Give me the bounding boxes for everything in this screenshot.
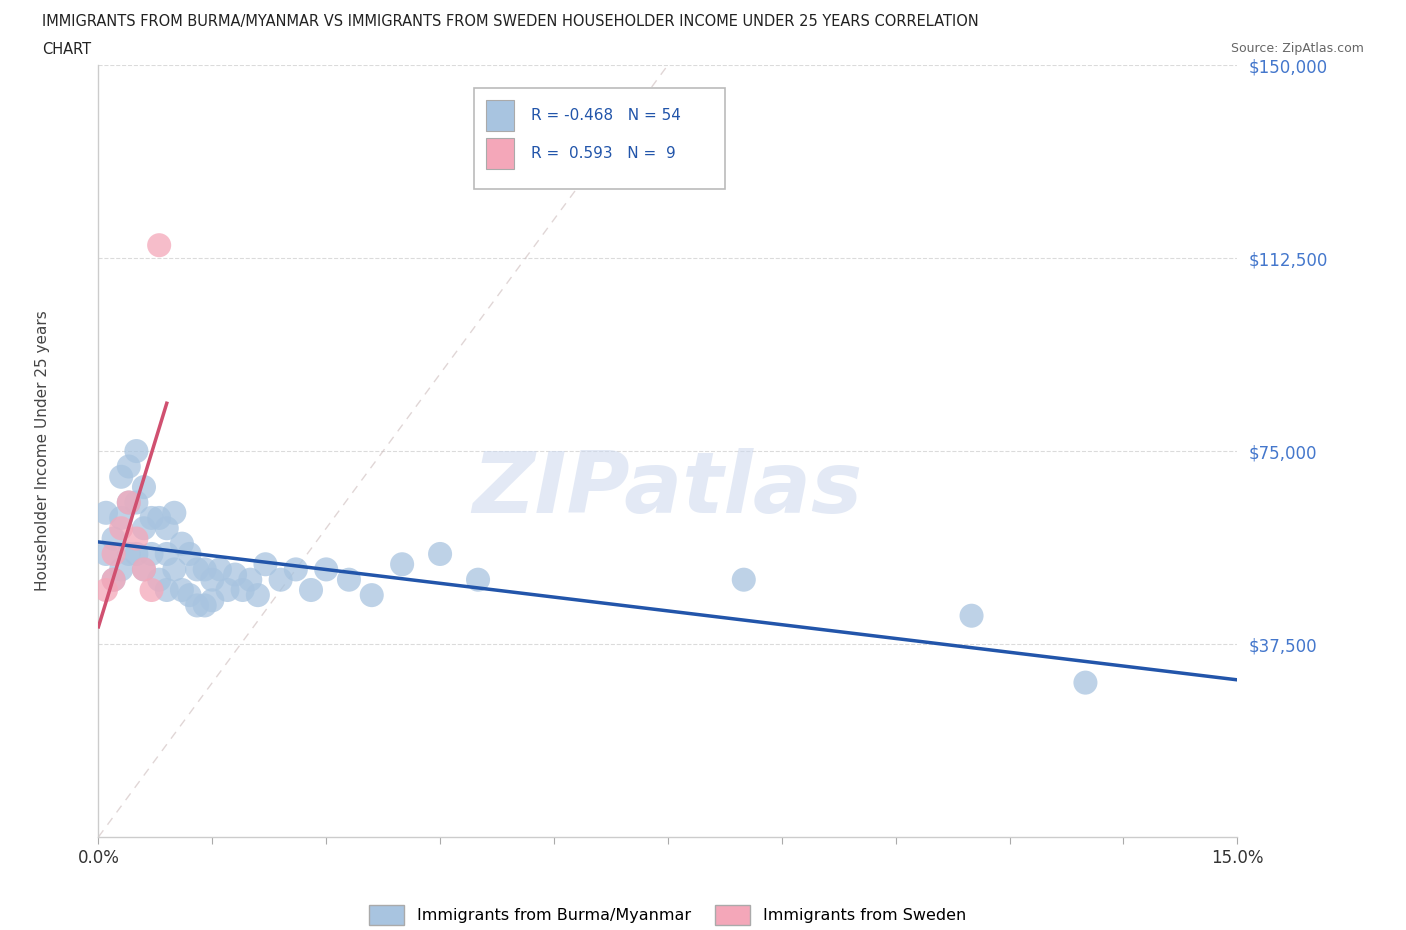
Point — [315, 562, 337, 577]
Legend: Immigrants from Burma/Myanmar, Immigrants from Sweden: Immigrants from Burma/Myanmar, Immigrant… — [363, 899, 973, 930]
Point — [194, 598, 217, 613]
Point — [94, 505, 117, 520]
Point — [284, 562, 307, 577]
Point — [299, 582, 322, 597]
Point — [170, 537, 193, 551]
Text: IMMIGRANTS FROM BURMA/MYANMAR VS IMMIGRANTS FROM SWEDEN HOUSEHOLDER INCOME UNDER: IMMIGRANTS FROM BURMA/MYANMAR VS IMMIGRA… — [42, 14, 979, 29]
Point — [170, 582, 193, 597]
Text: R =  0.593   N =  9: R = 0.593 N = 9 — [531, 146, 676, 162]
Point — [217, 582, 239, 597]
Point — [118, 495, 141, 510]
Point — [360, 588, 382, 603]
Point — [179, 588, 201, 603]
Point — [179, 547, 201, 562]
Point — [125, 547, 148, 562]
Point — [118, 547, 141, 562]
Text: ZIPatlas: ZIPatlas — [472, 448, 863, 531]
Point — [118, 459, 141, 474]
Point — [224, 567, 246, 582]
Point — [239, 572, 262, 587]
Point — [270, 572, 292, 587]
Point — [125, 531, 148, 546]
Point — [125, 495, 148, 510]
Point — [254, 557, 277, 572]
Text: Source: ZipAtlas.com: Source: ZipAtlas.com — [1230, 42, 1364, 55]
Point — [246, 588, 269, 603]
Bar — [485, 100, 515, 131]
Point — [201, 572, 224, 587]
Text: CHART: CHART — [42, 42, 91, 57]
Point — [148, 572, 170, 587]
Point — [103, 572, 125, 587]
Point — [132, 562, 155, 577]
Point — [391, 557, 413, 572]
Point — [132, 480, 155, 495]
Bar — [485, 139, 515, 169]
Point — [141, 582, 163, 597]
Point — [103, 531, 125, 546]
Point — [110, 511, 132, 525]
Point — [110, 562, 132, 577]
Point — [163, 562, 186, 577]
Point — [94, 547, 117, 562]
FancyBboxPatch shape — [474, 88, 725, 189]
Point — [110, 470, 132, 485]
Point — [208, 562, 231, 577]
Point — [148, 511, 170, 525]
Point — [1074, 675, 1097, 690]
Point — [141, 547, 163, 562]
Point — [201, 592, 224, 607]
Point — [132, 562, 155, 577]
Point — [156, 521, 179, 536]
Point — [156, 582, 179, 597]
Text: R = -0.468   N = 54: R = -0.468 N = 54 — [531, 108, 681, 123]
Point — [960, 608, 983, 623]
Point — [163, 505, 186, 520]
Point — [733, 572, 755, 587]
Point — [132, 521, 155, 536]
Point — [232, 582, 254, 597]
Point — [141, 511, 163, 525]
Point — [110, 521, 132, 536]
Point — [118, 495, 141, 510]
Point — [194, 562, 217, 577]
Point — [337, 572, 360, 587]
Point — [125, 444, 148, 458]
Y-axis label: Householder Income Under 25 years: Householder Income Under 25 years — [35, 311, 49, 591]
Point — [156, 547, 179, 562]
Point — [94, 582, 117, 597]
Point — [148, 238, 170, 253]
Point — [103, 572, 125, 587]
Point — [103, 547, 125, 562]
Point — [429, 547, 451, 562]
Point — [186, 598, 208, 613]
Point — [186, 562, 208, 577]
Point — [467, 572, 489, 587]
